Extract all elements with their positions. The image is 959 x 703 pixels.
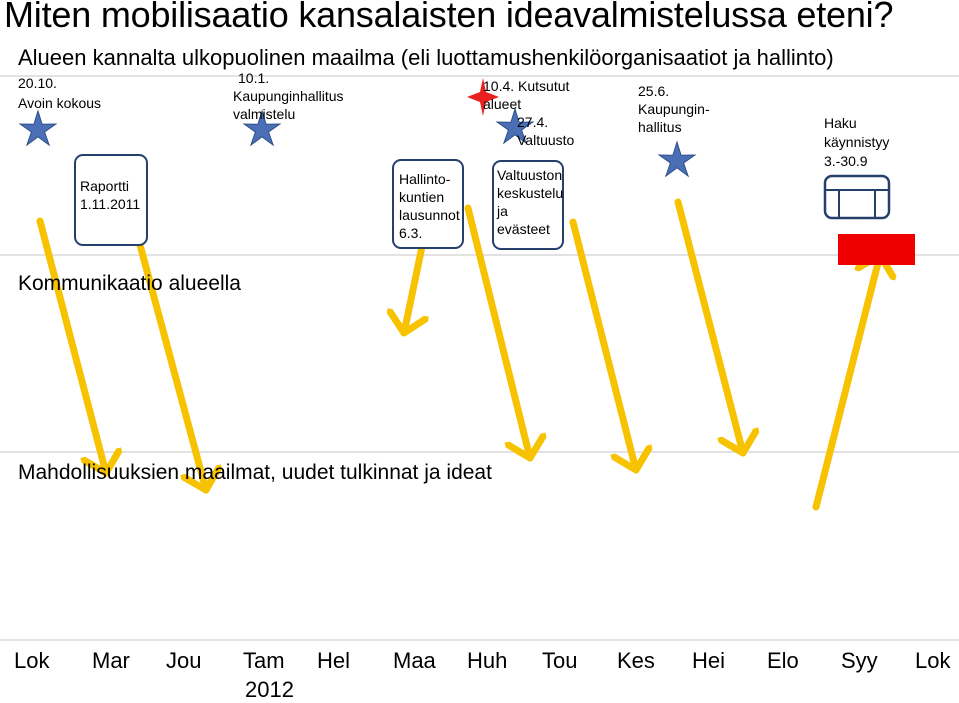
council-line4: evästeet [497,221,550,237]
month-label: Mar [92,648,130,673]
month-label: Tam [243,648,285,673]
event-2-date: 10.1. [238,70,270,86]
municipal-statements-box: Hallinto- kuntien lausunnot 6.3. [392,159,464,249]
event-5-label-line2: hallitus [638,119,682,135]
month-label: Hei [692,648,726,673]
event-3-line2: alueet [483,96,522,112]
report-box: Raportti 1.11.2011 [74,154,148,246]
event-6-label-line3: 3.-30.9 [824,153,868,169]
event-2-label-line1: Kaupunginhallitus [233,88,344,104]
communication-label: Kommunikaatio alueella [18,272,241,295]
month-label: Jou [166,648,202,673]
month-label: Lok [14,648,50,673]
event-4-date: 27.4. [517,114,549,130]
page-subtitle: Alueen kannalta ulkopuolinen maailma (el… [18,45,834,70]
council-discussion-box: Valtuuston keskustelu ja evästeet [492,160,564,250]
month-label: Lok [915,648,951,673]
arrow-down-1 [36,217,106,477]
star-icon [242,109,282,147]
event-5-label-line1: Kaupungin- [638,101,710,117]
council-line3: ja [497,203,508,219]
report-box-line2: 1.11.2011 [80,196,141,212]
month-label: Hel [317,648,351,673]
red-star-icon [467,78,499,116]
page-title: Miten mobilisaatio kansalaisten ideavalm… [4,0,894,35]
council-line1: Valtuuston [497,167,563,183]
statements-line4: 6.3. [399,225,423,241]
star-icon [18,109,58,147]
possibilities-label: Mahdollisuuksien maailmat, uudet tulkinn… [18,461,492,484]
event-3-line1: 10.4. Kutsutut [483,78,570,94]
event-6-label-line2: käynnistyy [824,134,890,150]
month-label: Kes [617,648,655,673]
event-4-label: Valtuusto [517,132,575,148]
event-1-label: Avoin kokous [18,95,102,111]
month-label: Maa [393,648,436,673]
red-block [838,234,915,265]
council-line2: keskustelu [497,185,564,201]
star-icon [495,107,535,145]
month-label: Elo [767,648,799,673]
event-6-label-line1: Haku [824,115,857,131]
year-label: 2012 [245,677,294,702]
star-icon [657,140,697,178]
arrow-down-4 [464,204,530,462]
arrow-down-2 [136,241,206,494]
arrow-down-5 [569,218,636,474]
statements-line2: kuntien [399,189,445,205]
event-2-label-line2: valmistelu [233,106,296,122]
event-1-date: 20.10. [18,75,57,91]
arrow-down-6 [674,198,743,457]
month-label: Tou [542,648,578,673]
calendar-icon [823,174,891,220]
statements-line1: Hallinto- [399,171,451,187]
month-label: Syy [841,648,878,673]
statements-line3: lausunnot [399,207,460,223]
arrow-up-7 [812,255,880,511]
report-box-line1: Raportti [80,178,130,194]
month-label: Huh [467,648,508,673]
event-5-date: 25.6. [638,83,670,99]
